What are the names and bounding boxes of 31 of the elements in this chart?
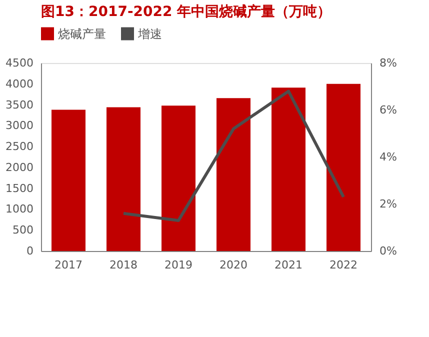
y2-tick-label: 0% xyxy=(380,244,397,258)
y-tick-label: 500 xyxy=(12,224,34,237)
x-tick-label: 2018 xyxy=(110,258,138,272)
legend-label: 增速 xyxy=(137,26,162,41)
y-tick-label: 0 xyxy=(26,244,34,258)
y2-tick-label: 2% xyxy=(380,198,397,210)
x-tick-label: 2022 xyxy=(330,258,358,272)
y-tick-label: 2000 xyxy=(6,160,34,174)
y2-tick-label: 4% xyxy=(380,150,397,164)
bar xyxy=(216,98,250,251)
line-series xyxy=(122,90,345,222)
y-tick-label: 3000 xyxy=(6,119,34,132)
x-tick-label: 2019 xyxy=(164,258,192,272)
x-tick-label: 2021 xyxy=(274,258,302,272)
x-tick-label: 2017 xyxy=(54,258,82,272)
chart-title: 图13：2017-2022 年中国烧碱产量（万吨） xyxy=(41,3,332,20)
y-tick-label: 3500 xyxy=(6,98,34,112)
bar xyxy=(52,110,86,251)
y2-tick-label: 8% xyxy=(380,56,397,70)
y-tick-label: 4500 xyxy=(6,56,34,70)
bar xyxy=(106,107,140,251)
y-tick-label: 1500 xyxy=(6,182,34,195)
y-tick-label: 2500 xyxy=(6,140,34,154)
legend-label: 烧碱产量 xyxy=(58,26,106,41)
y2-tick-label: 6% xyxy=(380,104,397,116)
y-tick-label: 1000 xyxy=(6,202,34,216)
bar xyxy=(162,106,196,251)
bar xyxy=(326,84,360,251)
y-tick-label: 4000 xyxy=(6,77,34,90)
x-tick-label: 2020 xyxy=(220,258,248,272)
bar xyxy=(272,88,306,251)
